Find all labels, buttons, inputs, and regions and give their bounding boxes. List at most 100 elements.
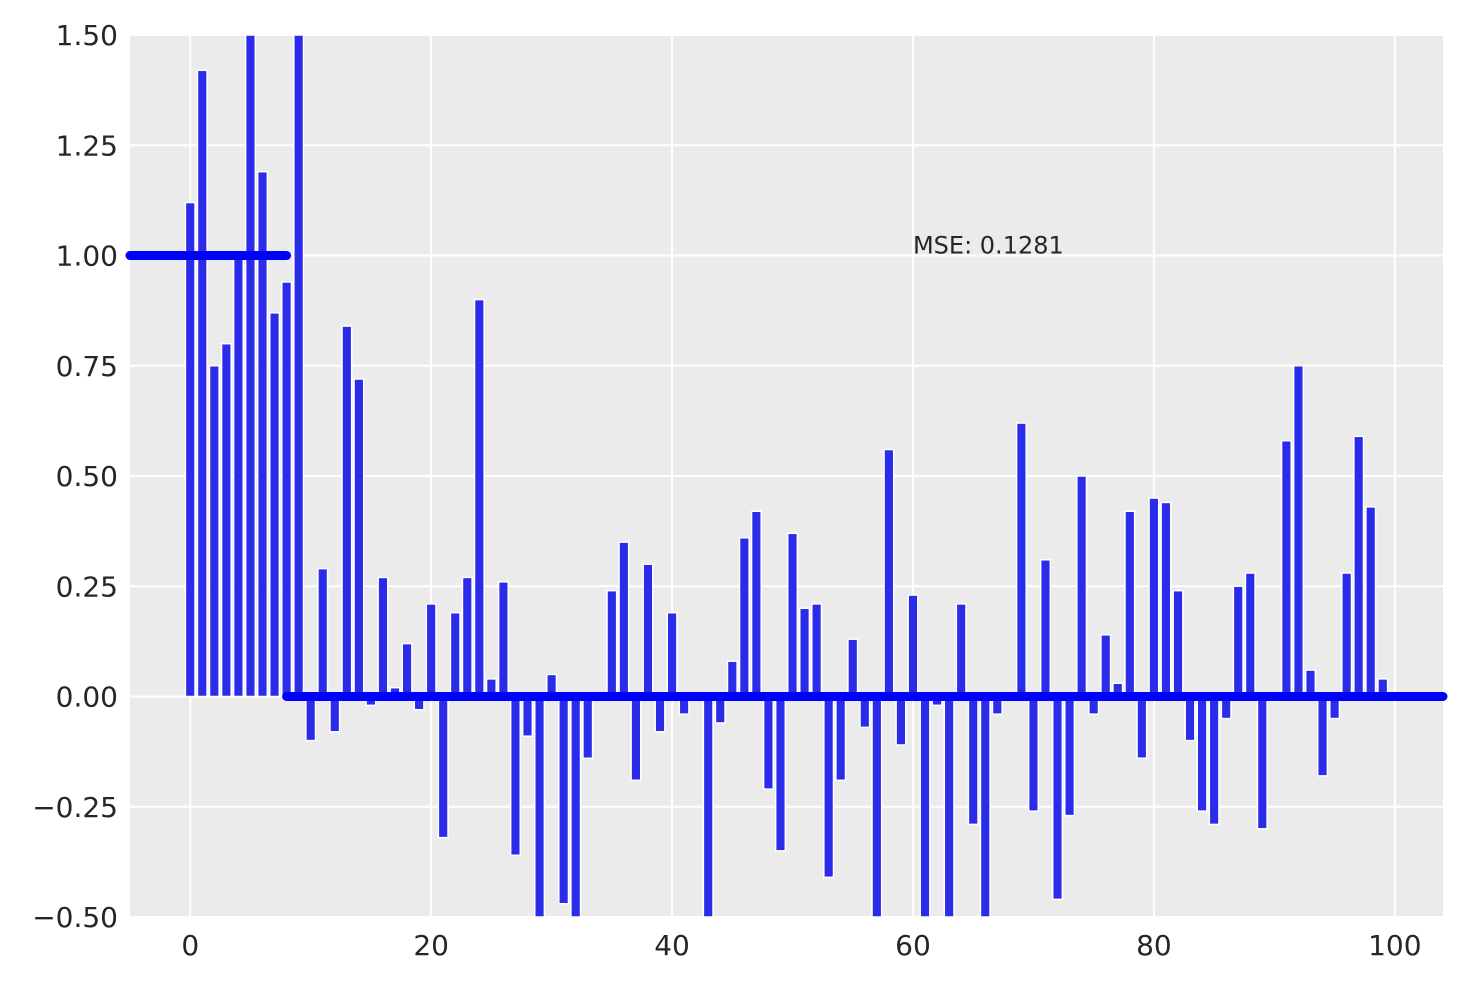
bar <box>196 69 208 698</box>
x-tick-label: 0 <box>181 929 199 962</box>
bar <box>871 695 883 918</box>
bar <box>281 281 293 698</box>
bar <box>497 581 509 698</box>
x-tick-label: 80 <box>1136 929 1172 962</box>
bar <box>1292 365 1305 698</box>
bar <box>666 611 678 698</box>
bar <box>353 378 365 698</box>
bar <box>1365 506 1377 698</box>
y-tick-label: 0.50 <box>56 460 118 493</box>
bar <box>738 536 750 698</box>
bar <box>1124 510 1136 698</box>
bar <box>425 603 437 698</box>
bar <box>509 695 522 857</box>
bar <box>1196 695 1208 812</box>
bar <box>907 594 919 698</box>
bar <box>895 695 907 746</box>
y-tick-label: 1.00 <box>56 240 118 273</box>
bar <box>256 170 269 698</box>
bar <box>521 695 534 737</box>
x-axis-ticks: 0 20 40 60 80 100 <box>181 929 1421 962</box>
bar <box>1232 585 1244 698</box>
bar <box>955 603 967 698</box>
bar <box>184 201 196 698</box>
x-tick-label: 60 <box>895 929 931 962</box>
bar <box>1353 435 1365 698</box>
y-tick-label: −0.50 <box>32 901 118 934</box>
x-tick-label: 40 <box>654 929 690 962</box>
bar <box>268 312 281 698</box>
bar <box>811 603 823 698</box>
bar <box>1027 695 1040 812</box>
bar <box>293 34 305 698</box>
y-tick-label: −0.25 <box>32 791 118 824</box>
bar <box>726 660 738 698</box>
bar <box>1256 695 1268 830</box>
bar <box>461 576 473 698</box>
bar <box>1100 634 1112 698</box>
step-lines <box>125 251 1448 701</box>
x-tick-label: 20 <box>413 929 449 962</box>
bar <box>823 695 835 879</box>
bar <box>305 695 317 742</box>
y-tick-label: 1.50 <box>56 19 118 52</box>
bar <box>1172 589 1184 698</box>
bar <box>220 342 232 698</box>
bar <box>1039 559 1052 698</box>
bar <box>1160 501 1172 698</box>
bar <box>1064 695 1076 817</box>
bar <box>859 695 871 729</box>
bar <box>1076 475 1088 698</box>
bar <box>750 510 762 698</box>
bar <box>1136 695 1148 759</box>
bar <box>606 589 618 698</box>
bar <box>967 695 979 826</box>
bar <box>835 695 847 782</box>
bar <box>570 695 582 918</box>
bar <box>919 695 931 918</box>
y-tick-label: 0.00 <box>56 681 118 714</box>
bar <box>799 607 811 698</box>
bar <box>786 532 799 698</box>
bar <box>582 695 594 759</box>
bar <box>449 611 461 698</box>
y-axis-ticks: −0.50 −0.25 0.00 0.25 0.50 0.75 1.00 1.25 1.50 <box>32 19 118 934</box>
bar <box>437 695 449 839</box>
bar <box>341 325 353 698</box>
bar <box>1148 497 1160 698</box>
bar <box>654 695 666 733</box>
bar <box>642 563 654 698</box>
bar <box>774 695 787 852</box>
bar <box>979 695 991 918</box>
bar <box>630 695 642 782</box>
bar <box>762 695 774 790</box>
x-tick-label: 100 <box>1368 929 1421 962</box>
bar <box>473 298 485 698</box>
bar <box>232 254 244 698</box>
y-tick-label: 1.25 <box>56 129 118 162</box>
bar <box>317 567 329 698</box>
bar <box>1208 695 1220 826</box>
bar <box>244 34 257 698</box>
bar <box>558 695 570 905</box>
y-tick-label: 0.75 <box>56 350 118 383</box>
bar <box>1184 695 1196 742</box>
bar <box>618 541 630 698</box>
bar <box>1051 695 1064 901</box>
bar <box>329 695 341 733</box>
bar <box>1244 572 1256 698</box>
bar <box>1015 422 1027 698</box>
bar <box>401 642 413 698</box>
bar <box>1280 439 1292 698</box>
bar <box>1341 572 1353 698</box>
mse-annotation: MSE: 0.1281 <box>913 232 1064 260</box>
bar <box>533 695 546 918</box>
y-tick-label: 0.25 <box>56 570 118 603</box>
bar <box>377 576 389 698</box>
bar <box>702 695 714 918</box>
bar <box>1316 695 1329 777</box>
bar <box>847 638 859 698</box>
bar <box>943 695 955 918</box>
bar <box>208 365 220 698</box>
